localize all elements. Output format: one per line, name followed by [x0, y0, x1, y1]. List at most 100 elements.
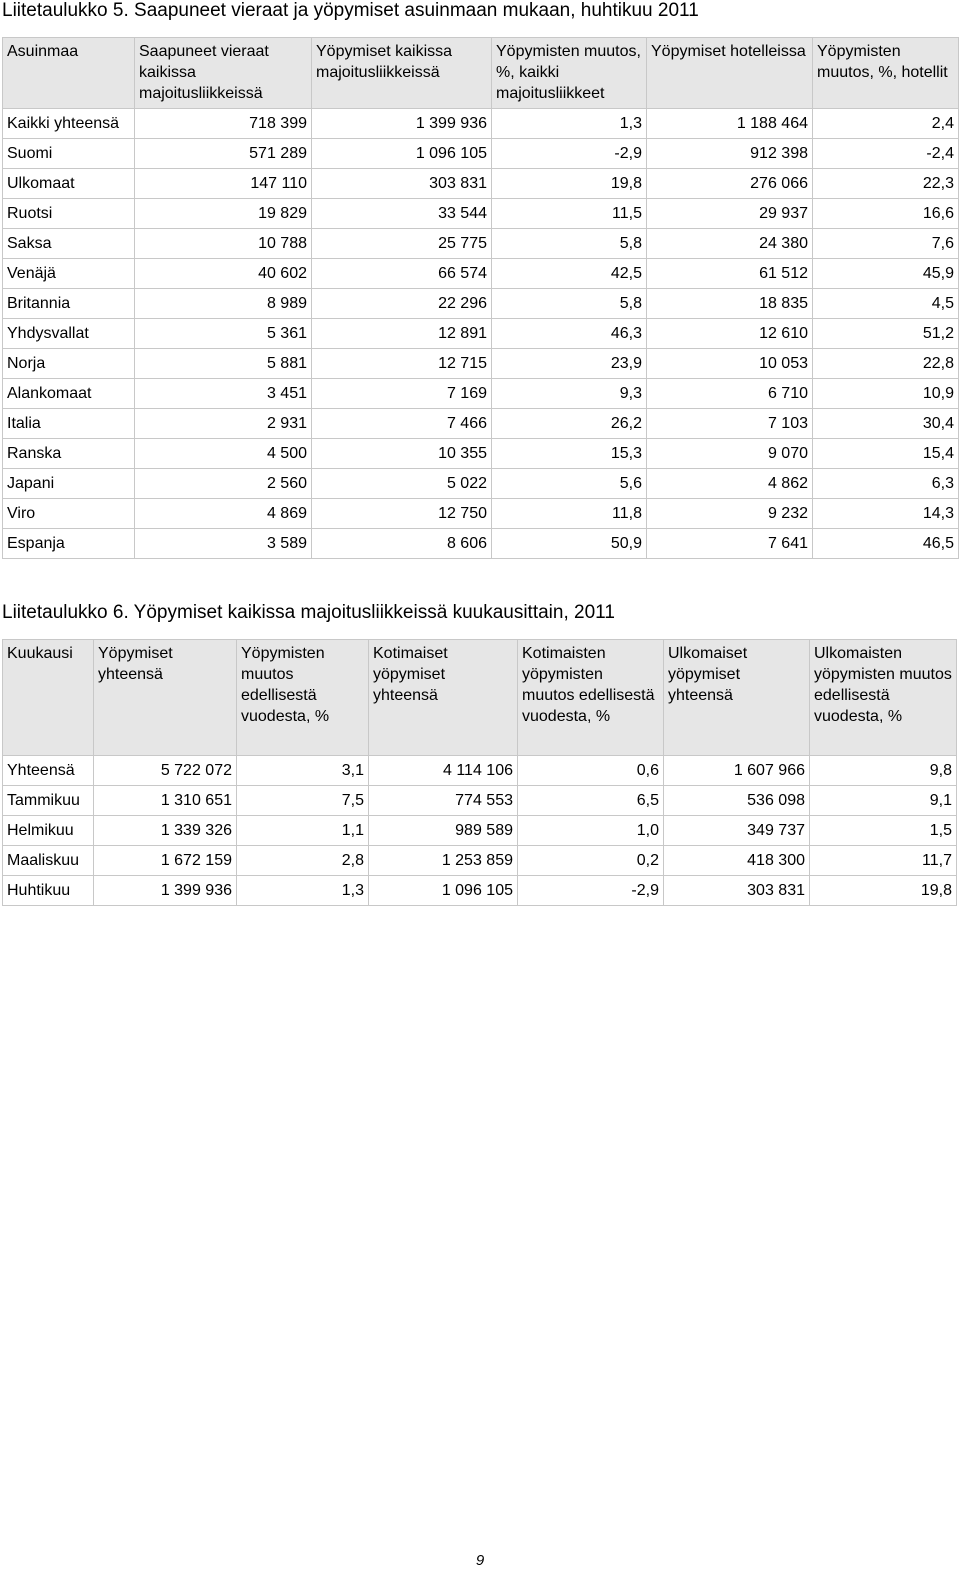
- value-cell: 29 937: [646, 198, 813, 229]
- value-cell: 774 553: [368, 785, 518, 816]
- value-cell: 46,5: [812, 528, 959, 559]
- value-cell: 1,0: [517, 815, 664, 846]
- value-cell: 25 775: [311, 228, 492, 259]
- value-cell: 10 355: [311, 438, 492, 469]
- value-cell: 7 169: [311, 378, 492, 409]
- value-cell: 2,4: [812, 108, 959, 139]
- table-row: Japani 2 560 5 022 5,6 4 862 6,3: [2, 468, 959, 499]
- table5-body: Kaikki yhteensä 718 399 1 399 936 1,3 1 188 …: [2, 108, 959, 559]
- table-row: Ruotsi 19 829 33 544 11,5 29 937 16,6: [2, 198, 959, 229]
- value-cell: 1 096 105: [368, 875, 518, 906]
- value-cell: 4 869: [134, 498, 312, 529]
- value-cell: 1,5: [809, 815, 957, 846]
- row-label-cell: Ulkomaat: [2, 168, 135, 199]
- col-header-kotimaisten-muutos: Kotimaisten yöpymisten muutos edellisest…: [517, 639, 664, 756]
- value-cell: 1,1: [236, 815, 369, 846]
- table-row: Maaliskuu 1 672 159 2,8 1 253 859 0,2 418 300…: [2, 845, 957, 876]
- value-cell: 1,3: [236, 875, 369, 906]
- value-cell: 3 589: [134, 528, 312, 559]
- value-cell: 1 339 326: [93, 815, 237, 846]
- value-cell: 536 098: [663, 785, 810, 816]
- col-header-asuinmaa: Asuinmaa: [2, 37, 135, 109]
- value-cell: 7 466: [311, 408, 492, 439]
- row-label-cell: Espanja: [2, 528, 135, 559]
- value-cell: 12 715: [311, 348, 492, 379]
- value-cell: 2 560: [134, 468, 312, 499]
- value-cell: 40 602: [134, 258, 312, 289]
- table6-body: Yhteensä 5 722 072 3,1 4 114 106 0,6 1 607 96…: [2, 755, 957, 906]
- value-cell: 571 289: [134, 138, 312, 169]
- value-cell: 23,9: [491, 348, 647, 379]
- value-cell: 11,5: [491, 198, 647, 229]
- value-cell: 2,8: [236, 845, 369, 876]
- value-cell: 16,6: [812, 198, 959, 229]
- value-cell: 3,1: [236, 755, 369, 786]
- value-cell: 12 750: [311, 498, 492, 529]
- table5-header-row: Asuinmaa Saapuneet vieraat kaikissa majo…: [2, 37, 959, 109]
- table-row: Saksa 10 788 25 775 5,8 24 380 7,6: [2, 228, 959, 259]
- table-row: Tammikuu 1 310 651 7,5 774 553 6,5 536 098 9,1: [2, 785, 957, 816]
- col-header-ulkomaiset: Ulkomaiset yöpymiset yhteensä: [663, 639, 810, 756]
- col-header-saapuneet: Saapuneet vieraat kaikissa majoitusliikk…: [134, 37, 312, 109]
- value-cell: 5,6: [491, 468, 647, 499]
- value-cell: 15,3: [491, 438, 647, 469]
- table-row: Alankomaat 3 451 7 169 9,3 6 710 10,9: [2, 378, 959, 409]
- table-row: Ulkomaat 147 110 303 831 19,8 276 066 22,3: [2, 168, 959, 199]
- value-cell: 10 053: [646, 348, 813, 379]
- row-label-cell: Yhdysvallat: [2, 318, 135, 349]
- value-cell: 24 380: [646, 228, 813, 259]
- value-cell: 51,2: [812, 318, 959, 349]
- value-cell: 1 399 936: [311, 108, 492, 139]
- value-cell: 9,1: [809, 785, 957, 816]
- row-label-cell: Italia: [2, 408, 135, 439]
- value-cell: 912 398: [646, 138, 813, 169]
- table5-caption: Liitetaulukko 5. Saapuneet vieraat ja yö…: [2, 0, 699, 21]
- col-header-hotelleissa: Yöpymiset hotelleissa: [646, 37, 813, 109]
- value-cell: 0,6: [517, 755, 664, 786]
- value-cell: 19,8: [809, 875, 957, 906]
- table-row: Kaikki yhteensä 718 399 1 399 936 1,3 1 188 …: [2, 108, 959, 139]
- value-cell: 989 589: [368, 815, 518, 846]
- value-cell: 5,8: [491, 228, 647, 259]
- row-label-cell: Maaliskuu: [2, 845, 94, 876]
- value-cell: 4,5: [812, 288, 959, 319]
- col-header-yopymiset-yhteensa: Yöpymiset yhteensä: [93, 639, 237, 756]
- value-cell: 0,2: [517, 845, 664, 876]
- value-cell: 147 110: [134, 168, 312, 199]
- table-row: Yhteensä 5 722 072 3,1 4 114 106 0,6 1 607 96…: [2, 755, 957, 786]
- value-cell: 9 232: [646, 498, 813, 529]
- value-cell: 6,3: [812, 468, 959, 499]
- value-cell: 8 606: [311, 528, 492, 559]
- row-label-cell: Viro: [2, 498, 135, 529]
- value-cell: 276 066: [646, 168, 813, 199]
- value-cell: 303 831: [311, 168, 492, 199]
- value-cell: 8 989: [134, 288, 312, 319]
- row-label-cell: Yhteensä: [2, 755, 94, 786]
- table-row: Britannia 8 989 22 296 5,8 18 835 4,5: [2, 288, 959, 319]
- value-cell: -2,4: [812, 138, 959, 169]
- row-label-cell: Norja: [2, 348, 135, 379]
- value-cell: 4 500: [134, 438, 312, 469]
- row-label-cell: Kaikki yhteensä: [2, 108, 135, 139]
- value-cell: 9,8: [809, 755, 957, 786]
- value-cell: 1 253 859: [368, 845, 518, 876]
- value-cell: 14,3: [812, 498, 959, 529]
- table-row: Huhtikuu 1 399 936 1,3 1 096 105 -2,9 303 831…: [2, 875, 957, 906]
- value-cell: 1 096 105: [311, 138, 492, 169]
- value-cell: 15,4: [812, 438, 959, 469]
- table-row: Suomi 571 289 1 096 105 -2,9 912 398 -2,4: [2, 138, 959, 169]
- value-cell: 46,3: [491, 318, 647, 349]
- value-cell: 349 737: [663, 815, 810, 846]
- value-cell: 22,8: [812, 348, 959, 379]
- table-row: Yhdysvallat 5 361 12 891 46,3 12 610 51,2: [2, 318, 959, 349]
- row-label-cell: Tammikuu: [2, 785, 94, 816]
- value-cell: 9 070: [646, 438, 813, 469]
- table-row: Espanja 3 589 8 606 50,9 7 641 46,5: [2, 528, 959, 559]
- table6-caption: Liitetaulukko 6. Yöpymiset kaikissa majo…: [2, 602, 615, 623]
- value-cell: 18 835: [646, 288, 813, 319]
- value-cell: 1 399 936: [93, 875, 237, 906]
- col-header-muutos-hotellit: Yöpymisten muutos, %, hotellit: [812, 37, 959, 109]
- value-cell: 9,3: [491, 378, 647, 409]
- value-cell: 33 544: [311, 198, 492, 229]
- value-cell: 7,5: [236, 785, 369, 816]
